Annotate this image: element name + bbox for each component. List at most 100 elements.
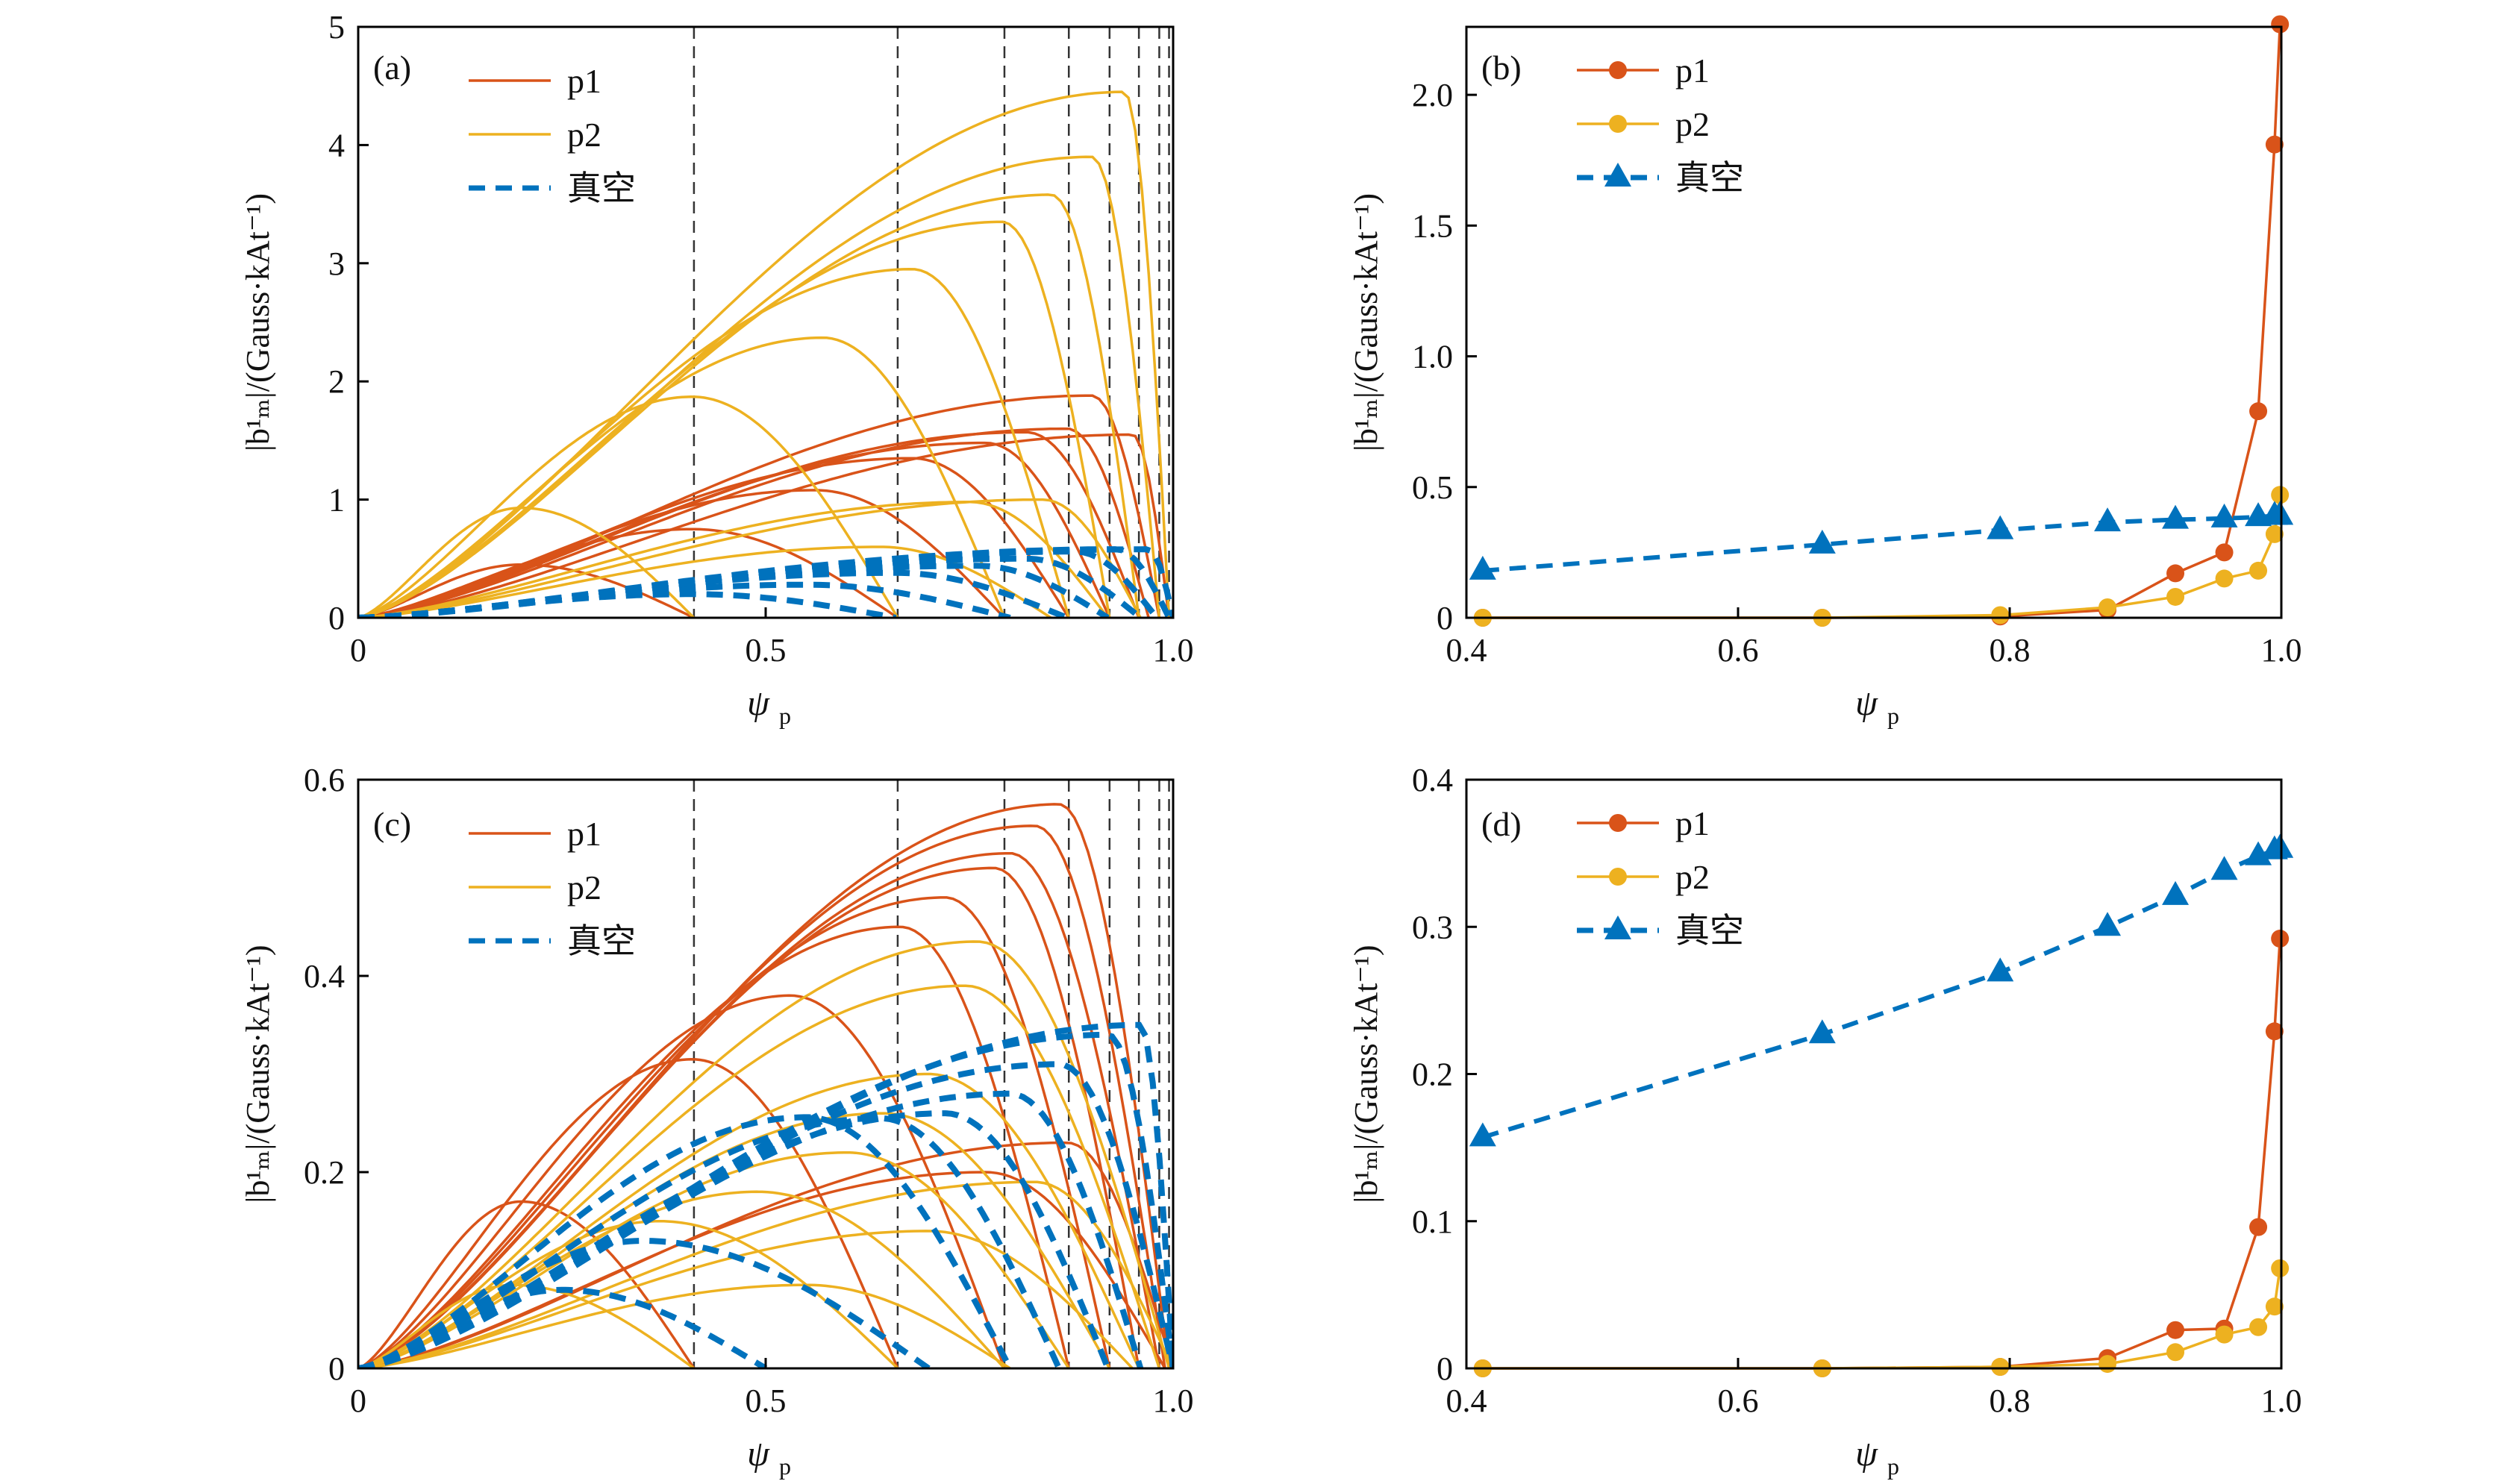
series-1-curve: [358, 498, 1142, 618]
x-tick-label: 0: [350, 632, 366, 669]
series-2-curve: [358, 1090, 1144, 1368]
series-0-marker: [2265, 1022, 2284, 1041]
panel-b: 0.4 0.6 0.8 1.0 0 0.5 1.0 1.5 2.0 ψ p |b¹ₘ|/(Gauss·…: [1348, 15, 2302, 729]
y-tick-label: 0: [1437, 600, 1453, 636]
legend-marker-2: [1604, 915, 1631, 939]
series-0-marker: [2166, 1321, 2185, 1339]
series-2-marker: [1808, 1019, 1836, 1044]
series-0-curve: [358, 994, 1006, 1368]
series-2-marker: [1987, 515, 2014, 539]
series-2-marker: [2162, 504, 2190, 529]
series-1-marker: [2271, 1259, 2290, 1277]
series-0-curve: [358, 394, 1161, 618]
series-1-curve: [358, 1230, 1134, 1368]
axes-frame: [1465, 778, 2283, 1370]
y-tick-label: 0: [1437, 1350, 1453, 1387]
y-tick-label: 0.4: [1412, 762, 1453, 798]
y-tick-label: 0.4: [304, 958, 345, 995]
x-axis-label-subscript: p: [779, 1453, 791, 1480]
series-1-marker: [2098, 598, 2117, 616]
legend-marker-0: [1609, 61, 1627, 79]
legend-label: p2: [1675, 105, 1710, 143]
series-2-line: [1482, 513, 2281, 573]
series-2-marker: [2266, 501, 2294, 525]
y-tick-label: 4: [328, 127, 345, 163]
x-tick-label: 0.5: [746, 632, 787, 669]
series-0-marker: [2249, 1218, 2268, 1236]
x-axis-label: ψ: [747, 683, 770, 723]
series-0-marker: [2215, 543, 2234, 562]
series-1-curve: [358, 1283, 1011, 1368]
series-0-curve: [358, 431, 1140, 618]
x-tick-label: 0.6: [1718, 632, 1759, 669]
x-tick-label: 0.6: [1718, 1383, 1759, 1419]
panel-label: (a): [373, 48, 411, 87]
series-1-marker: [2265, 525, 2284, 543]
series-2-marker: [2210, 503, 2238, 527]
series-0-curve: [358, 896, 1111, 1368]
x-axis-label-subscript: p: [1887, 1453, 1899, 1480]
series-0-marker: [2166, 564, 2185, 583]
series-1-line: [1482, 495, 2281, 619]
legend-label: p1: [567, 815, 601, 853]
legend-label: p1: [1675, 804, 1710, 842]
series-2-marker: [1808, 529, 1836, 554]
y-tick-label: 0.5: [1412, 469, 1453, 506]
legend-label: 真空: [1675, 159, 1744, 197]
y-tick-label: 2: [328, 363, 345, 400]
series-1-marker: [2215, 569, 2234, 588]
series-2-curve: [358, 1115, 1062, 1368]
series-2-marker: [2162, 880, 2190, 905]
series-0-curve: [358, 803, 1171, 1368]
legend-label: 真空: [567, 922, 636, 960]
x-axis-label-subscript: p: [779, 702, 791, 729]
series-2-marker: [2094, 912, 2122, 936]
panel-c: 0 0.5 1.0 0 0.2 0.4 0.6 ψ p |b¹ₘ|/(Gauss·kAt⁻¹) (c…: [240, 762, 1194, 1480]
series-0-curve: [358, 433, 1171, 618]
x-tick-label: 0.4: [1446, 632, 1487, 669]
y-tick-label: 5: [328, 9, 345, 46]
legend-label: p2: [567, 868, 601, 907]
series-1-marker: [2098, 1355, 2117, 1374]
y-tick-label: 0.2: [304, 1154, 345, 1191]
x-tick-label: 0.4: [1446, 1383, 1487, 1419]
legend-marker-1: [1609, 115, 1627, 133]
y-axis-label: |b¹ₘ|/(Gauss·kAt⁻¹): [240, 193, 276, 451]
y-tick-label: 0.1: [1412, 1203, 1453, 1240]
y-axis-label: |b¹ₘ|/(Gauss·kAt⁻¹): [240, 945, 276, 1203]
legend-label: p2: [1675, 858, 1710, 896]
panel-label: (d): [1481, 805, 1522, 843]
legend-label: p1: [1675, 51, 1710, 90]
series-1-curve: [358, 155, 1161, 618]
series-0-marker: [2265, 135, 2284, 154]
x-tick-label: 0.8: [1990, 1383, 2031, 1419]
series-2-curve: [358, 546, 1173, 618]
series-0-marker: [2271, 930, 2290, 948]
x-tick-label: 1.0: [2261, 1383, 2302, 1419]
series-2-marker: [1469, 1122, 1496, 1147]
plot-area: [358, 27, 1173, 618]
y-tick-label: 0.6: [304, 762, 345, 798]
plot-area: [358, 780, 1173, 1368]
y-tick-label: 0: [328, 600, 345, 636]
y-axis-label: |b¹ₘ|/(Gauss·kAt⁻¹): [1348, 945, 1384, 1203]
series-1-line: [1482, 1268, 2281, 1370]
x-axis-label: ψ: [1855, 683, 1878, 723]
x-axis-label: ψ: [1855, 1434, 1878, 1474]
legend-marker-0: [1609, 814, 1627, 832]
series-0-marker: [2249, 402, 2268, 421]
series-1-curve: [358, 545, 1052, 618]
series-0-line: [1482, 938, 2281, 1370]
x-tick-label: 0: [350, 1383, 366, 1419]
y-tick-label: 0.2: [1412, 1056, 1453, 1093]
y-tick-label: 3: [328, 245, 345, 282]
series-1-marker: [2249, 561, 2268, 580]
series-2-curve: [358, 1061, 1173, 1368]
panel-a: 0 0.5 1.0 0 1 2 3 4 5 ψ p |b¹ₘ|/(Gauss·kAt⁻¹) (a) p1 p…: [240, 9, 1194, 729]
x-axis-label-subscript: p: [1887, 702, 1899, 729]
x-tick-label: 1.0: [1153, 1383, 1194, 1419]
series-1-curve: [358, 940, 1171, 1368]
y-tick-label: 1.5: [1412, 207, 1453, 244]
